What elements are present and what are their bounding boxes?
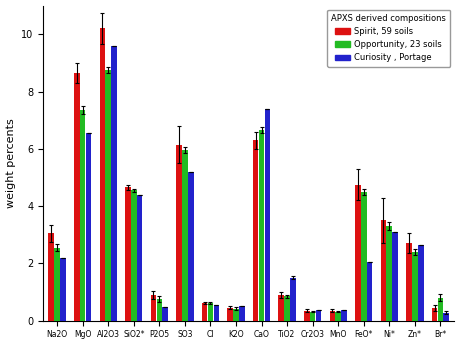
Bar — [442, 313, 448, 321]
Bar — [380, 220, 386, 321]
Bar — [233, 309, 238, 321]
Bar — [162, 307, 168, 321]
Bar — [48, 233, 54, 321]
Bar — [431, 308, 437, 321]
Bar — [151, 295, 156, 321]
Bar — [85, 133, 91, 321]
Bar — [188, 172, 193, 321]
Bar — [182, 150, 187, 321]
Bar — [176, 145, 181, 321]
Bar — [360, 192, 366, 321]
Bar — [54, 248, 60, 321]
Bar — [329, 311, 335, 321]
Bar — [392, 232, 397, 321]
Bar — [335, 312, 340, 321]
Bar — [213, 305, 218, 321]
Bar — [386, 226, 391, 321]
Bar — [405, 243, 411, 321]
Bar — [258, 130, 264, 321]
Bar — [60, 258, 66, 321]
Bar — [125, 187, 130, 321]
Bar — [309, 312, 315, 321]
Bar — [207, 303, 213, 321]
Bar — [303, 311, 309, 321]
Bar — [354, 185, 360, 321]
Bar — [131, 190, 136, 321]
Bar — [284, 296, 289, 321]
Bar — [156, 299, 162, 321]
Bar — [80, 110, 85, 321]
Bar — [227, 308, 232, 321]
Bar — [105, 70, 111, 321]
Bar — [239, 306, 244, 321]
Bar — [137, 195, 142, 321]
Bar — [290, 278, 295, 321]
Bar — [315, 310, 321, 321]
Bar — [111, 46, 117, 321]
Bar — [366, 262, 372, 321]
Bar — [341, 310, 346, 321]
Bar — [411, 252, 417, 321]
Bar — [278, 295, 283, 321]
Legend: Spirit, 59 soils, Opportunity, 23 soils, Curiosity , Portage: Spirit, 59 soils, Opportunity, 23 soils,… — [326, 10, 449, 67]
Bar — [417, 245, 423, 321]
Y-axis label: weight percents: weight percents — [6, 118, 16, 208]
Bar — [99, 29, 105, 321]
Bar — [252, 140, 258, 321]
Bar — [264, 109, 269, 321]
Bar — [437, 298, 442, 321]
Bar — [74, 73, 79, 321]
Bar — [202, 303, 207, 321]
